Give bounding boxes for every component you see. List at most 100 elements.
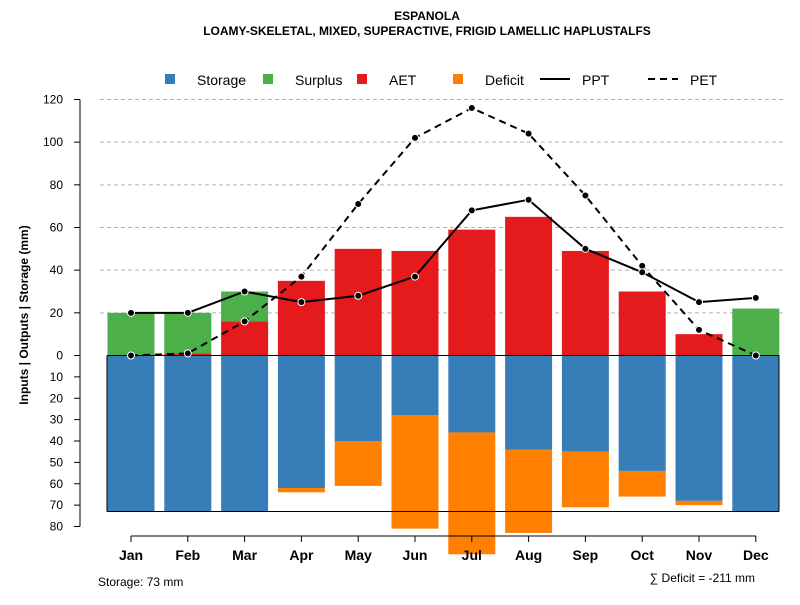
bar-storage-jul — [448, 355, 496, 433]
x-tick-label-aug: Aug — [515, 547, 542, 563]
bar-surplus-mar — [221, 291, 269, 322]
point-ppt-sep — [581, 244, 590, 253]
storage-capacity-label: Storage: 73 mm — [98, 575, 183, 589]
bar-storage-may — [334, 355, 382, 441]
x-tick-label-jul: Jul — [462, 547, 482, 563]
legend-swatch-surplus — [263, 74, 273, 84]
bar-surplus-jan — [107, 312, 155, 356]
bar-storage-nov — [675, 355, 723, 501]
point-pet-apr — [297, 272, 306, 281]
y-tick-label-upper-40: 40 — [50, 263, 64, 277]
bar-aet-jul — [448, 229, 496, 356]
point-pet-jun — [411, 133, 419, 142]
point-ppt-nov — [695, 298, 703, 307]
point-ppt-may — [354, 291, 363, 300]
bar-aet-oct — [618, 291, 666, 356]
x-tick-label-jan: Jan — [119, 547, 143, 563]
bars — [106, 216, 780, 555]
point-pet-jul — [467, 104, 476, 113]
x-tick-label-oct: Oct — [631, 547, 655, 563]
legend: Storage Surplus AET Deficit PPT PET — [165, 72, 718, 88]
y-tick-label-upper-80: 80 — [50, 178, 64, 192]
bar-storage-oct — [618, 355, 666, 471]
x-tick-label-may: May — [345, 547, 372, 563]
point-pet-sep — [581, 191, 590, 200]
bar-aet-nov — [675, 334, 723, 356]
legend-label-ppt: PPT — [582, 72, 610, 88]
bar-storage-mar — [221, 355, 269, 512]
bar-deficit-jul — [448, 432, 496, 555]
legend-label-deficit: Deficit — [485, 72, 524, 88]
bar-deficit-sep — [561, 451, 609, 508]
legend-label-surplus: Surplus — [295, 72, 342, 88]
bar-storage-jun — [391, 355, 439, 416]
line-ppt — [131, 198, 756, 314]
x-tick-label-feb: Feb — [175, 547, 200, 563]
bar-aet-may — [334, 248, 382, 356]
x-tick-label-nov: Nov — [686, 547, 713, 563]
bar-aet-sep — [561, 250, 609, 356]
bar-deficit-may — [334, 441, 382, 486]
y-tick-label-lower-30: 30 — [50, 413, 64, 427]
point-pet-dec — [751, 351, 760, 360]
point-ppt-oct — [638, 268, 647, 277]
bar-deficit-oct — [618, 470, 666, 497]
legend-swatch-storage — [165, 74, 175, 84]
chart-title: ESPANOLA — [394, 9, 460, 23]
point-pet-aug — [524, 129, 533, 138]
bar-storage-aug — [505, 355, 553, 450]
bar-aet-apr — [277, 280, 325, 356]
bar-storage-sep — [561, 355, 609, 452]
bar-surplus-feb — [164, 312, 212, 354]
legend-swatch-aet — [357, 74, 367, 84]
point-ppt-jun — [411, 272, 419, 281]
bar-storage-jan — [107, 355, 155, 512]
point-ppt-feb — [183, 308, 192, 317]
deficit-total-label: ∑ Deficit = -211 mm — [650, 571, 755, 585]
y-tick-label-lower-70: 70 — [50, 498, 64, 512]
y-tick-label-upper-120: 120 — [43, 93, 63, 107]
y-tick-label-lower-20: 20 — [50, 391, 64, 405]
legend-label-pet: PET — [690, 72, 718, 88]
bar-deficit-jun — [391, 415, 439, 529]
bar-aet-mar — [221, 321, 269, 356]
y-tick-label-upper-0: 0 — [56, 349, 63, 363]
point-ppt-mar — [240, 287, 249, 296]
y-tick-label-lower-80: 80 — [50, 520, 64, 534]
x-tick-label-jun: Jun — [403, 547, 428, 563]
y-tick-label-lower-50: 50 — [50, 455, 64, 469]
bar-storage-apr — [277, 355, 325, 489]
y-tick-label-lower-40: 40 — [50, 434, 64, 448]
legend-swatch-deficit — [453, 74, 463, 84]
point-pet-may — [354, 200, 363, 209]
y-axis-label: Inputs | Outputs | Storage (mm) — [17, 225, 31, 404]
axes: 0 20 40 60 80 100 120 10 20 30 40 50 60 70 80 Jan Feb Mar… — [43, 93, 769, 564]
x-tick-label-mar: Mar — [232, 547, 257, 563]
point-ppt-apr — [297, 298, 306, 307]
y-tick-label-upper-20: 20 — [50, 306, 64, 320]
legend-label-storage: Storage — [197, 72, 246, 88]
bar-deficit-aug — [505, 449, 553, 533]
x-tick-label-sep: Sep — [573, 547, 599, 563]
y-tick-label-lower-60: 60 — [50, 477, 64, 491]
x-tick-label-apr: Apr — [289, 547, 314, 563]
point-pet-nov — [695, 325, 703, 334]
bar-deficit-nov — [675, 500, 723, 506]
point-pet-jan — [127, 351, 135, 360]
point-ppt-dec — [751, 293, 760, 302]
bar-storage-dec — [732, 355, 780, 512]
gridlines — [100, 99, 783, 314]
x-tick-label-dec: Dec — [743, 547, 769, 563]
y-tick-label-upper-100: 100 — [43, 135, 63, 149]
point-pet-mar — [240, 317, 249, 326]
legend-label-aet: AET — [389, 72, 417, 88]
y-tick-label-upper-60: 60 — [50, 221, 64, 235]
bar-aet-jun — [391, 250, 439, 356]
y-tick-label-lower-10: 10 — [50, 370, 64, 384]
point-ppt-aug — [524, 195, 533, 204]
bar-aet-aug — [505, 216, 553, 356]
point-pet-feb — [183, 349, 192, 358]
bar-deficit-apr — [277, 488, 325, 493]
